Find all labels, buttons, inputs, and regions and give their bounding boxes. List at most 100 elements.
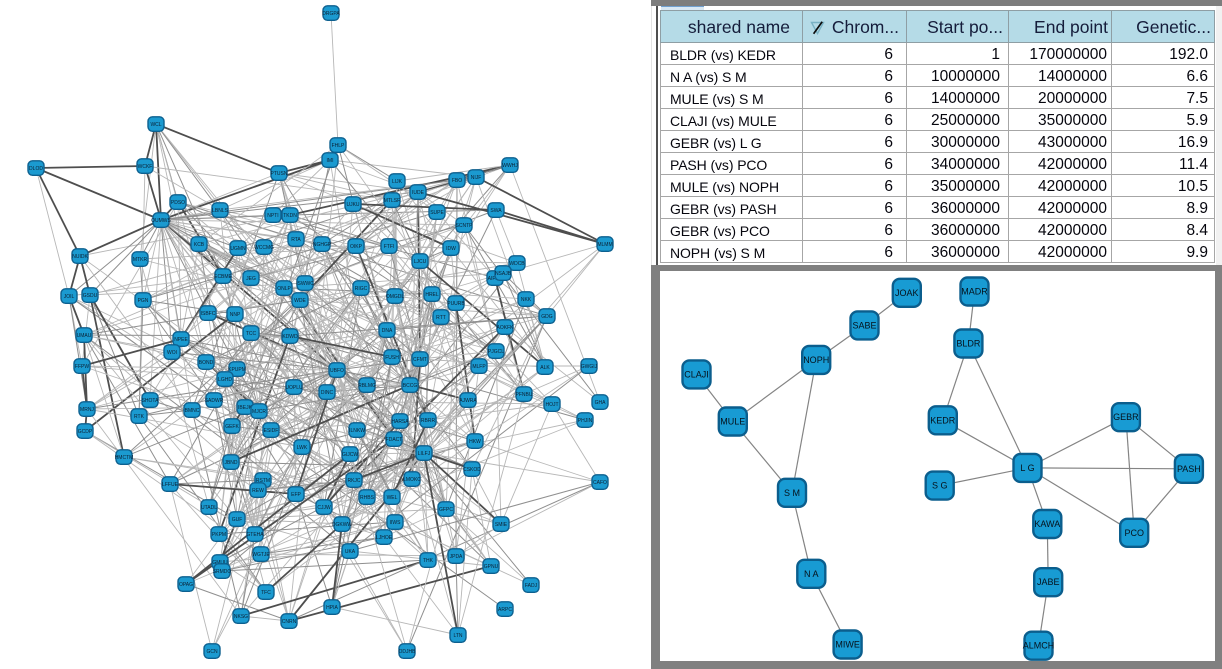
svg-text:KAWA: KAWA	[1034, 519, 1060, 529]
svg-text:RSTM: RSTM	[256, 478, 270, 484]
svg-text:OIKP: OIKP	[350, 244, 363, 250]
svg-text:CSKOD: CSKOD	[463, 467, 481, 473]
svg-text:UGMN: UGMN	[230, 246, 246, 252]
svg-text:TKDN: TKDN	[283, 213, 297, 219]
svg-text:MTLSF: MTLSF	[384, 198, 400, 204]
svg-text:LJCU: LJCU	[414, 259, 427, 265]
svg-text:UTADL: UTADL	[201, 505, 217, 511]
svg-text:PKPM: PKPM	[212, 532, 226, 538]
svg-text:GIJCW: GIJCW	[342, 452, 358, 458]
svg-text:DINC: DINC	[321, 390, 334, 396]
svg-text:KCB: KCB	[194, 242, 205, 248]
svg-text:LTN: LTN	[453, 633, 462, 639]
svg-text:WDCB: WDCB	[509, 261, 525, 267]
svg-text:THK: THK	[423, 558, 434, 564]
svg-text:NNP: NNP	[230, 312, 241, 318]
svg-text:FUSH: FUSH	[385, 355, 399, 361]
svg-text:WGTJE: WGTJE	[252, 552, 270, 558]
svg-text:IIWS: IIWS	[390, 520, 401, 526]
svg-text:PFNBU: PFNBU	[516, 392, 533, 398]
svg-text:GCDP: GCDP	[78, 429, 93, 435]
svg-text:ODJHB: ODJHB	[399, 649, 417, 655]
svg-text:BCCG: BCCG	[403, 383, 418, 389]
svg-text:S G: S G	[932, 481, 948, 491]
svg-text:OPAG: OPAG	[179, 582, 193, 588]
svg-text:LGHD: LGHD	[218, 377, 232, 383]
svg-text:FBO: FBO	[452, 178, 462, 184]
svg-text:AOKFK: AOKFK	[497, 325, 515, 331]
svg-text:MRNJ: MRNJ	[80, 407, 94, 413]
svg-text:PDSO: PDSO	[171, 200, 185, 206]
svg-text:SUPE: SUPE	[430, 210, 444, 216]
svg-text:UKA: UKA	[345, 549, 356, 555]
svg-text:KPUPM: KPUPM	[228, 367, 246, 373]
svg-text:FTFI: FTFI	[384, 244, 395, 250]
svg-text:WCKF: WCKF	[138, 164, 153, 170]
svg-text:MJCR: MJCR	[252, 409, 266, 415]
svg-text:IBEJK: IBEJK	[238, 405, 253, 411]
svg-text:NPTI: NPTI	[267, 213, 278, 219]
svg-text:FHLP: FHLP	[332, 143, 345, 149]
svg-text:UMAU: UMAU	[77, 333, 92, 339]
svg-text:S M: S M	[784, 488, 800, 498]
svg-text:GMUU: GMUU	[212, 560, 228, 566]
svg-text:UOPLU: UOPLU	[285, 385, 303, 391]
svg-text:IDW: IDW	[446, 246, 456, 252]
svg-text:GCN: GCN	[206, 649, 218, 655]
svg-text:NGHGP: NGHGP	[313, 242, 332, 248]
svg-text:SMIE: SMIE	[495, 522, 508, 528]
svg-text:WDE: WDE	[294, 298, 306, 304]
svg-text:ISWWC: ISWWC	[296, 281, 314, 287]
svg-text:FDACT: FDACT	[386, 437, 403, 443]
svg-text:LBNLS: LBNLS	[212, 208, 229, 214]
svg-text:GFPC: GFPC	[439, 507, 453, 513]
svg-text:JEG: JEG	[246, 276, 256, 282]
svg-text:PGN: PGN	[138, 298, 149, 304]
svg-text:PTUSN: PTUSN	[271, 171, 288, 177]
svg-text:NKSG: NKSG	[234, 614, 248, 620]
svg-text:OUMWS: OUMWS	[151, 218, 171, 224]
svg-text:LIJK: LIJK	[392, 179, 403, 185]
svg-text:DRGPA: DRGPA	[322, 11, 340, 17]
svg-text:GHA: GHA	[595, 400, 607, 406]
svg-text:REW: REW	[252, 488, 264, 494]
svg-text:ARPC: ARPC	[498, 607, 512, 613]
svg-text:LWK: LWK	[297, 445, 308, 451]
svg-text:JOIL: JOIL	[64, 294, 75, 300]
svg-text:SRMDO: SRMDO	[213, 569, 232, 575]
svg-text:JPDA: JPDA	[450, 554, 463, 560]
svg-text:KEDR: KEDR	[930, 415, 956, 425]
svg-text:JOAK: JOAK	[895, 288, 919, 298]
svg-text:MULE: MULE	[720, 417, 745, 427]
svg-text:EFP: EFP	[291, 492, 301, 498]
svg-text:MIWE: MIWE	[835, 640, 860, 650]
svg-text:SCNTP: SCNTP	[456, 223, 474, 229]
svg-text:HREL: HREL	[425, 292, 439, 298]
svg-text:PUURB: PUURB	[447, 301, 465, 307]
svg-text:RHBS: RHBS	[360, 495, 375, 501]
svg-text:TCC: TCC	[246, 331, 257, 337]
svg-text:RTA: RTA	[291, 237, 301, 243]
svg-text:RIGC: RIGC	[355, 286, 368, 292]
svg-text:ECBME: ECBME	[214, 274, 232, 280]
svg-text:ALMCH: ALMCH	[1023, 641, 1055, 651]
svg-text:GWGIJ: GWGIJ	[581, 364, 598, 370]
svg-text:RTT: RTT	[436, 315, 446, 321]
svg-text:SHOTA: SHOTA	[142, 398, 160, 404]
svg-text:LILFJ: LILFJ	[418, 451, 431, 457]
svg-text:JBND: JBND	[224, 460, 237, 466]
svg-text:DLOD: DLOD	[29, 166, 43, 172]
svg-text:PASH: PASH	[1177, 464, 1201, 474]
svg-text:RKJC: RKJC	[347, 478, 360, 484]
svg-text:ILNKW: ILNKW	[349, 428, 365, 434]
svg-text:WCL: WCL	[150, 122, 161, 128]
svg-text:OMGDL: OMGDL	[386, 294, 405, 300]
svg-text:GUF: GUF	[232, 517, 243, 523]
svg-text:IMI: IMI	[327, 158, 334, 164]
svg-text:LFFUE: LFFUE	[162, 482, 179, 488]
svg-text:BMNC: BMNC	[185, 408, 200, 414]
svg-text:SABE: SABE	[852, 320, 876, 330]
svg-text:HMCTM: HMCTM	[115, 455, 134, 461]
svg-text:WWHJ: WWHJ	[502, 163, 518, 169]
svg-text:CAFO: CAFO	[593, 480, 607, 486]
